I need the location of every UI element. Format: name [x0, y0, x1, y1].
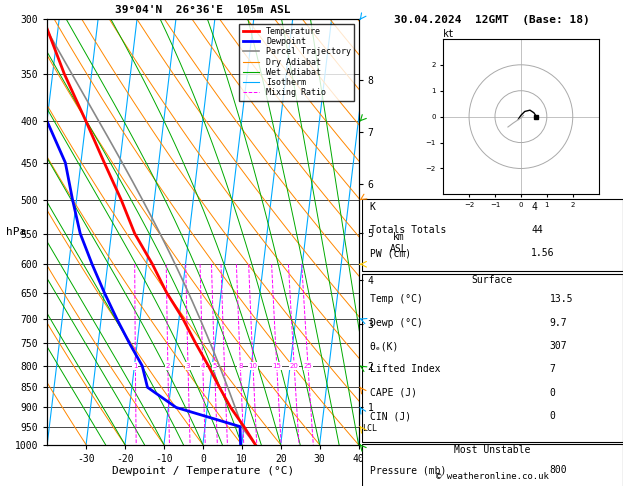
- Text: PW (cm): PW (cm): [369, 248, 411, 259]
- Text: 4: 4: [532, 202, 537, 212]
- Text: Pressure (mb): Pressure (mb): [369, 465, 446, 475]
- X-axis label: Dewpoint / Temperature (°C): Dewpoint / Temperature (°C): [112, 467, 294, 476]
- Text: © weatheronline.co.uk: © weatheronline.co.uk: [436, 472, 548, 481]
- Text: 13.5: 13.5: [550, 295, 573, 304]
- Text: Totals Totals: Totals Totals: [369, 225, 446, 235]
- Y-axis label: km
ASL: km ASL: [389, 232, 407, 254]
- Text: 44: 44: [532, 225, 543, 235]
- Text: 0: 0: [550, 411, 555, 421]
- Bar: [362, 274, 623, 442]
- Text: 7: 7: [550, 364, 555, 374]
- Text: 10: 10: [248, 363, 257, 369]
- Text: 9.7: 9.7: [550, 318, 567, 328]
- Text: Temp (°C): Temp (°C): [369, 295, 423, 304]
- Text: θₑ(K): θₑ(K): [369, 341, 399, 351]
- Text: kt: kt: [443, 29, 455, 39]
- Text: 8: 8: [238, 363, 243, 369]
- Text: 0: 0: [550, 388, 555, 398]
- Text: Dewp (°C): Dewp (°C): [369, 318, 423, 328]
- Text: 30.04.2024  12GMT  (Base: 18): 30.04.2024 12GMT (Base: 18): [394, 15, 590, 25]
- Text: 3: 3: [186, 363, 190, 369]
- Text: 800: 800: [550, 465, 567, 475]
- Text: 4: 4: [201, 363, 205, 369]
- Text: LCL: LCL: [362, 424, 377, 433]
- Bar: [362, 199, 623, 271]
- Legend: Temperature, Dewpoint, Parcel Trajectory, Dry Adiabat, Wet Adiabat, Isotherm, Mi: Temperature, Dewpoint, Parcel Trajectory…: [240, 24, 354, 101]
- Text: CAPE (J): CAPE (J): [369, 388, 416, 398]
- Text: 39°04'N  26°36'E  105m ASL: 39°04'N 26°36'E 105m ASL: [115, 4, 291, 15]
- Text: Surface: Surface: [472, 275, 513, 285]
- Text: 25: 25: [304, 363, 313, 369]
- Text: 2: 2: [165, 363, 170, 369]
- Text: 1.56: 1.56: [532, 248, 555, 259]
- Text: 5: 5: [213, 363, 217, 369]
- Bar: [362, 444, 623, 486]
- Text: 1: 1: [133, 363, 138, 369]
- Text: K: K: [369, 202, 376, 212]
- Text: Most Unstable: Most Unstable: [454, 445, 530, 455]
- Text: CIN (J): CIN (J): [369, 411, 411, 421]
- Text: 307: 307: [550, 341, 567, 351]
- Text: 15: 15: [272, 363, 281, 369]
- Text: Lifted Index: Lifted Index: [369, 364, 440, 374]
- Text: hPa: hPa: [6, 227, 26, 237]
- Text: 20: 20: [290, 363, 299, 369]
